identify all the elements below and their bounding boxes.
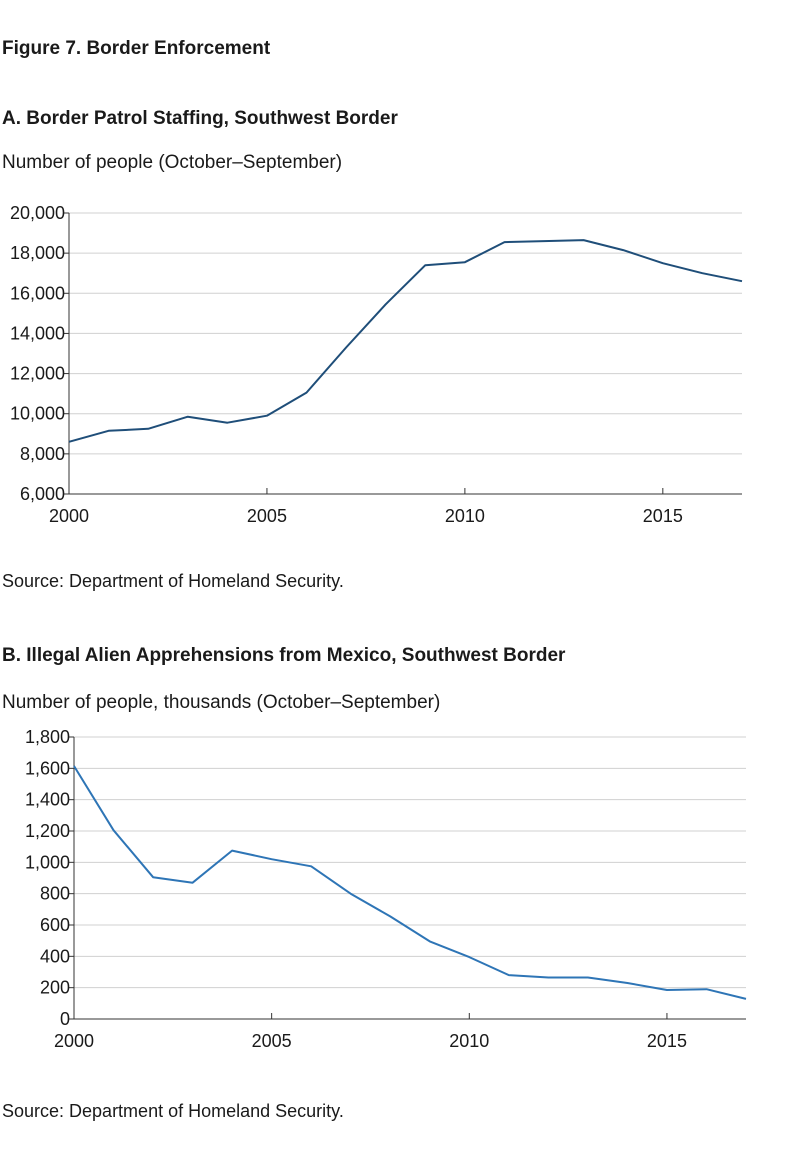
panel-a-chart: 6,000 8,000 10,000 12,000 14,000 16,000 18,000… bbox=[10, 203, 745, 526]
panel-b-data-point bbox=[625, 980, 630, 985]
panel-a-data-point bbox=[106, 428, 111, 433]
panel-b-data-point bbox=[664, 988, 669, 993]
panel-b-data-point bbox=[467, 955, 472, 960]
panel-a-y-tick-label: 14,000 bbox=[10, 323, 65, 343]
panel-b-data-point bbox=[546, 975, 551, 980]
panel-a-data-point bbox=[185, 414, 190, 419]
panel-b-y-tick-label: 600 bbox=[40, 915, 70, 935]
panel-b-y-tick-label: 1,000 bbox=[25, 852, 70, 872]
panel-a-unit-label: Number of people (October–September) bbox=[2, 152, 343, 173]
panel-a-y-tick-label: 18,000 bbox=[10, 243, 65, 263]
panel-a-series-line bbox=[68, 239, 743, 443]
panel-b-unit-label: Number of people, thousands (October–Sep… bbox=[2, 692, 441, 713]
panel-a-x-tick-label: 2000 bbox=[49, 506, 89, 526]
panel-b-data-point bbox=[388, 914, 393, 919]
panel-a-y-tick-label: 20,000 bbox=[10, 203, 65, 223]
panel-a-data-point bbox=[423, 263, 428, 268]
panel-b-data-point bbox=[744, 996, 749, 1001]
panel-a-source: Source: Department of Homeland Security. bbox=[2, 571, 344, 591]
panel-b-y-tick-label: 1,600 bbox=[25, 758, 70, 778]
panel-b-title: B. Illegal Alien Apprehensions from Mexi… bbox=[2, 645, 566, 666]
panel-a-data-point bbox=[146, 426, 151, 431]
panel-b-y-tick-label: 400 bbox=[40, 946, 70, 966]
panel-a-data-point bbox=[740, 279, 745, 284]
panel-a-x-tick-label: 2010 bbox=[445, 506, 485, 526]
panel-b-data-point bbox=[151, 875, 156, 880]
panel-a-x-tick-label: 2005 bbox=[247, 506, 287, 526]
panel-b-series-line bbox=[73, 765, 747, 1000]
panel-b-data-point bbox=[427, 939, 432, 944]
panel-a-data-point bbox=[67, 439, 72, 444]
panel-b-x-tick-label: 2000 bbox=[54, 1031, 94, 1051]
panel-b-data-point bbox=[506, 973, 511, 978]
panel-b-y-tick-label: 1,400 bbox=[25, 790, 70, 810]
panel-a-data-point bbox=[462, 260, 467, 265]
panel-b-y-tick-label: 1,800 bbox=[25, 727, 70, 747]
panel-a-data-point bbox=[225, 420, 230, 425]
panel-b-x-tick-label: 2015 bbox=[647, 1031, 687, 1051]
panel-b-y-tick-label: 800 bbox=[40, 884, 70, 904]
panel-b-y-tick-label: 1,200 bbox=[25, 821, 70, 841]
panel-b-data-point bbox=[230, 848, 235, 853]
panel-b-data-point bbox=[269, 857, 274, 862]
panel-b-data-point bbox=[704, 987, 709, 992]
panel-b-data-point bbox=[190, 880, 195, 885]
panel-b-y-tick-label: 200 bbox=[40, 978, 70, 998]
panel-b-x-tick-label: 2010 bbox=[449, 1031, 489, 1051]
panel-a-data-point bbox=[264, 413, 269, 418]
panel-b-chart: 0 200 400 600 800 1,000 1,200 1,400 1,600 1,800 20… bbox=[25, 727, 749, 1051]
panel-b-data-point bbox=[585, 975, 590, 980]
panel-a-y-tick-label: 16,000 bbox=[10, 283, 65, 303]
panel-a-data-point bbox=[581, 238, 586, 243]
panel-a-y-tick-label: 8,000 bbox=[20, 444, 65, 464]
panel-a-y-tick-label: 6,000 bbox=[20, 484, 65, 504]
panel-b-data-point bbox=[309, 864, 314, 869]
panel-b-y-tick-label: 0 bbox=[60, 1009, 70, 1029]
panel-a-data-point bbox=[542, 239, 547, 244]
panel-a-data-point bbox=[344, 345, 349, 350]
panel-b-data-point bbox=[72, 763, 77, 768]
panel-a-x-tick-label: 2015 bbox=[643, 506, 683, 526]
panel-a-data-point bbox=[660, 261, 665, 266]
panel-a-y-tick-label: 10,000 bbox=[10, 404, 65, 424]
panel-a-data-point bbox=[383, 302, 388, 307]
panel-b-data-point bbox=[348, 891, 353, 896]
panel-a-title: A. Border Patrol Staffing, Southwest Bor… bbox=[2, 108, 398, 129]
panel-a-y-tick-label: 12,000 bbox=[10, 364, 65, 384]
panel-a-data-point bbox=[700, 271, 705, 276]
panel-a-data-point bbox=[502, 240, 507, 245]
figure-title: Figure 7. Border Enforcement bbox=[2, 38, 271, 59]
panel-b-data-point bbox=[111, 828, 116, 833]
panel-a-data-point bbox=[621, 248, 626, 253]
panel-b-source: Source: Department of Homeland Security. bbox=[2, 1101, 344, 1121]
panel-a-data-point bbox=[304, 390, 309, 395]
panel-b-x-tick-label: 2005 bbox=[252, 1031, 292, 1051]
